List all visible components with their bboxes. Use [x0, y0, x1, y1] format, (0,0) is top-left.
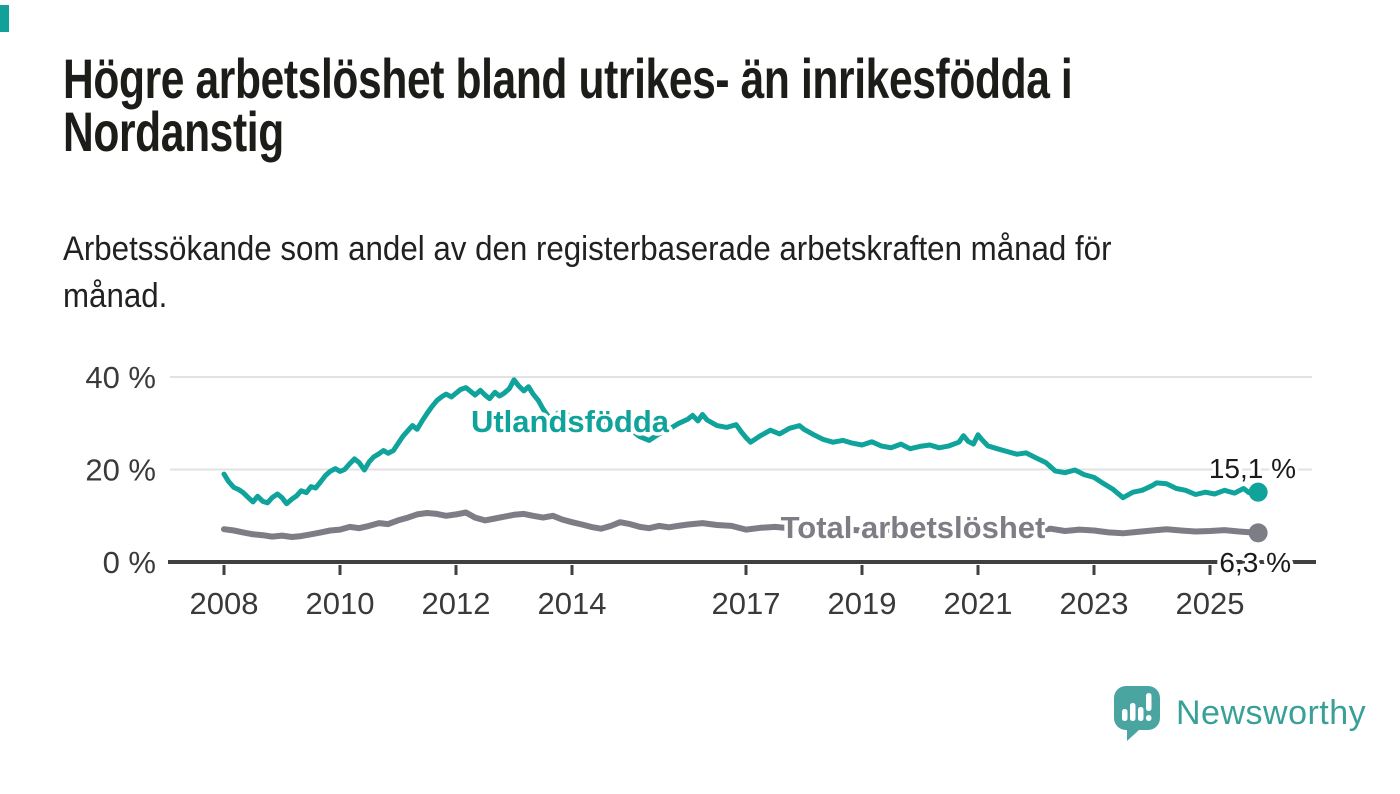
total-end-label: 6,3 %: [1219, 547, 1291, 578]
utlandsfodda-end-dot: [1248, 482, 1268, 502]
page-title: Högre arbetslöshet bland utrikes- än inr…: [63, 47, 1073, 163]
x-tick-label: 2010: [306, 586, 375, 621]
x-tick-label: 2019: [828, 586, 897, 621]
page-subtitle: Arbetssökande som andel av den registerb…: [63, 230, 1112, 315]
utlandsfodda-line: [221, 377, 1261, 507]
x-tick-label: 2017: [712, 586, 781, 621]
x-tick-label: 2023: [1060, 586, 1129, 621]
y-tick-label: 0 %: [103, 545, 156, 580]
x-tick-label: 2008: [190, 586, 259, 621]
y-tick-label: 40 %: [85, 360, 156, 395]
newsworthy-logo-text: Newsworthy: [1176, 693, 1367, 732]
total-line: [221, 509, 1262, 540]
x-tick-label: 2021: [944, 586, 1013, 621]
utlandsfodda-series-label: Utlandsfödda: [471, 404, 670, 439]
x-tick-label: 2014: [538, 586, 607, 621]
x-tick-label: 2012: [422, 586, 491, 621]
accent-mark: [0, 5, 9, 32]
y-tick-label: 20 %: [85, 453, 156, 488]
total-series-label: Total arbetslöshet: [781, 510, 1046, 545]
total-end-dot: [1248, 523, 1268, 543]
newsworthy-logo: Newsworthy: [1112, 684, 1366, 742]
newsworthy-logo-icon: [1114, 686, 1160, 741]
utlandsfodda-end-label: 15,1 %: [1209, 453, 1296, 484]
x-tick-label: 2025: [1176, 586, 1245, 621]
